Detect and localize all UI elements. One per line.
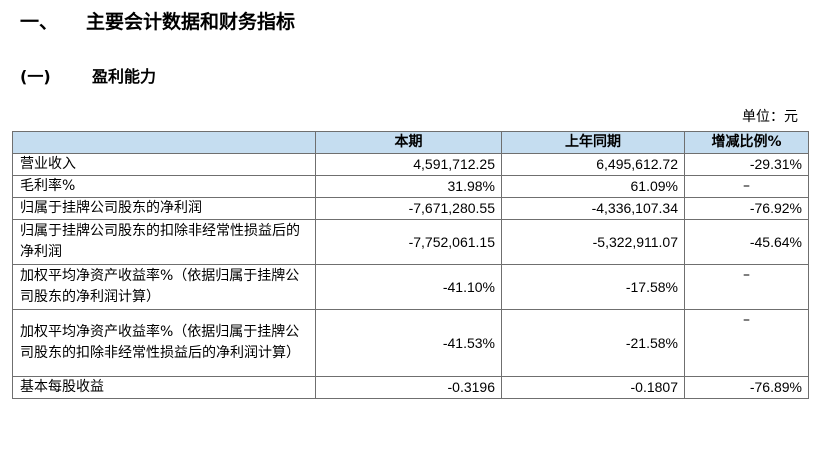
row-label: 营业收入 (12, 153, 316, 176)
previous-value: -0.1807 (501, 376, 685, 399)
table-row: 归属于挂牌公司股东的净利润 -7,671,280.55 -4,336,107.3… (12, 197, 809, 220)
previous-value: -21.58% (501, 309, 685, 377)
change-value: -76.89% (684, 376, 809, 399)
header-cell-blank (12, 131, 316, 154)
change-value: – (684, 264, 809, 310)
financial-table: 本期 上年同期 增减比例% 营业收入 4,591,712.25 6,495,61… (12, 131, 809, 399)
section-title: 主要会计数据和财务指标 (86, 11, 296, 33)
row-label: 毛利率% (12, 175, 316, 198)
table-row: 营业收入 4,591,712.25 6,495,612.72 -29.31% (12, 153, 809, 176)
header-cell-change: 增减比例% (684, 131, 809, 154)
change-value: – (684, 309, 809, 377)
subsection-number: (一) (20, 67, 51, 86)
current-value: -7,752,061.15 (315, 219, 502, 265)
header-cell-current: 本期 (315, 131, 502, 154)
previous-value: -17.58% (501, 264, 685, 310)
previous-value: -5,322,911.07 (501, 219, 685, 265)
current-value: 4,591,712.25 (315, 153, 502, 176)
row-label: 基本每股收益 (12, 376, 316, 399)
row-label: 归属于挂牌公司股东的净利润 (12, 197, 316, 220)
unit-label: 单位：元 (742, 109, 798, 125)
change-value: -45.64% (684, 219, 809, 265)
current-value: -7,671,280.55 (315, 197, 502, 220)
change-value: – (684, 175, 809, 198)
current-value: 31.98% (315, 175, 502, 198)
change-value: -76.92% (684, 197, 809, 220)
header-cell-previous: 上年同期 (501, 131, 685, 154)
table-row: 加权平均净资产收益率%（依据归属于挂牌公司股东的扣除非经常性损益后的净利润计算）… (12, 309, 809, 377)
previous-value: 61.09% (501, 175, 685, 198)
current-value: -0.3196 (315, 376, 502, 399)
row-label: 归属于挂牌公司股东的扣除非经常性损益后的净利润 (12, 219, 316, 265)
current-value: -41.53% (315, 309, 502, 377)
current-value: -41.10% (315, 264, 502, 310)
table-row: 归属于挂牌公司股东的扣除非经常性损益后的净利润 -7,752,061.15 -5… (12, 219, 809, 265)
subsection-title: 盈利能力 (92, 67, 157, 86)
row-label: 加权平均净资产收益率%（依据归属于挂牌公司股东的扣除非经常性损益后的净利润计算） (12, 309, 316, 377)
change-value: -29.31% (684, 153, 809, 176)
row-label: 加权平均净资产收益率%（依据归属于挂牌公司股东的净利润计算） (12, 264, 316, 310)
table-row: 毛利率% 31.98% 61.09% – (12, 175, 809, 198)
previous-value: -4,336,107.34 (501, 197, 685, 220)
table-row: 加权平均净资产收益率%（依据归属于挂牌公司股东的净利润计算） -41.10% -… (12, 264, 809, 310)
previous-value: 6,495,612.72 (501, 153, 685, 176)
table-header-row: 本期 上年同期 增减比例% (12, 131, 809, 154)
table-row: 基本每股收益 -0.3196 -0.1807 -76.89% (12, 376, 809, 399)
section-number: 一、 (20, 11, 59, 33)
